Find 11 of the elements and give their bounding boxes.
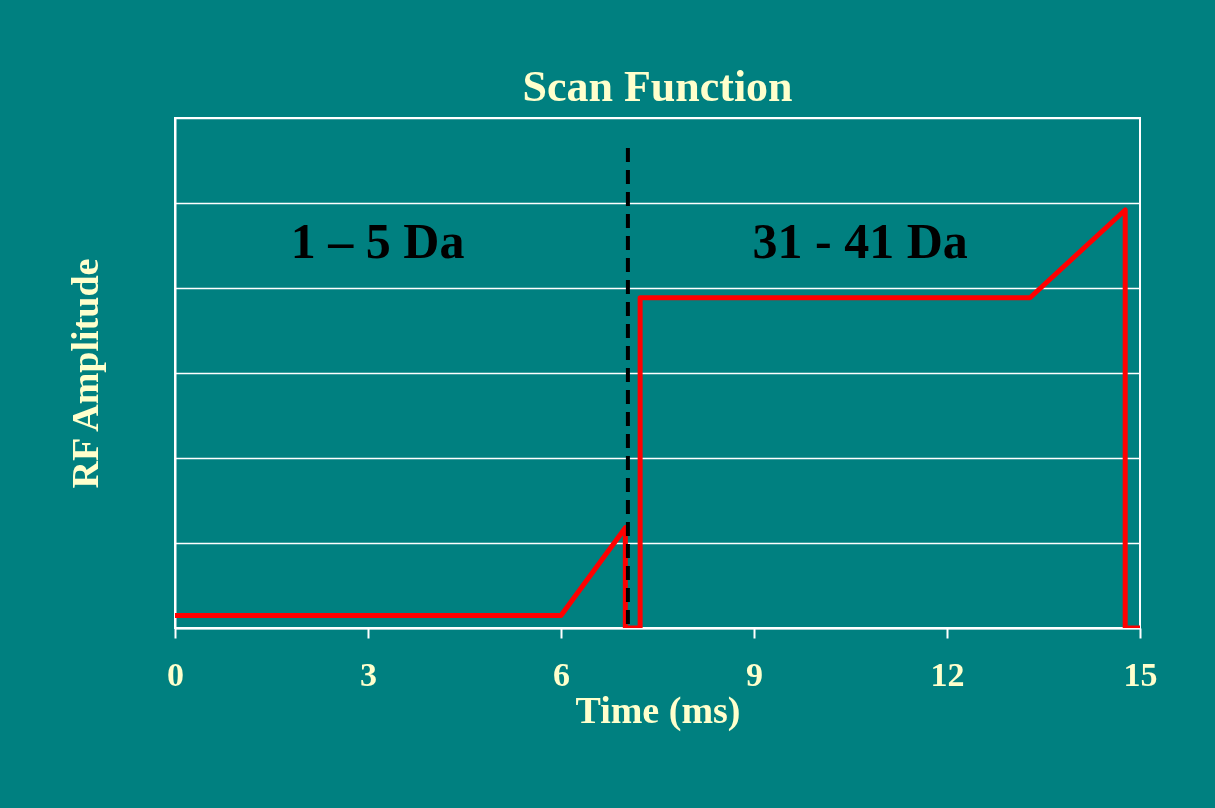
annotation: 1 – 5 Da bbox=[290, 213, 465, 269]
x-tick-label: 3 bbox=[360, 655, 377, 693]
x-tick-label: 6 bbox=[553, 655, 570, 693]
x-axis-title: Time (ms) bbox=[575, 688, 741, 732]
x-tick-label: 9 bbox=[746, 655, 763, 693]
y-axis-title: RF Amplitude bbox=[63, 258, 106, 489]
x-tick-label: 15 bbox=[1123, 655, 1158, 693]
x-tick-label: 12 bbox=[930, 655, 965, 693]
annotation: 31 - 41 Da bbox=[752, 213, 968, 269]
x-tick-label: 0 bbox=[167, 655, 184, 693]
chart-title: Scan Function bbox=[522, 62, 793, 111]
